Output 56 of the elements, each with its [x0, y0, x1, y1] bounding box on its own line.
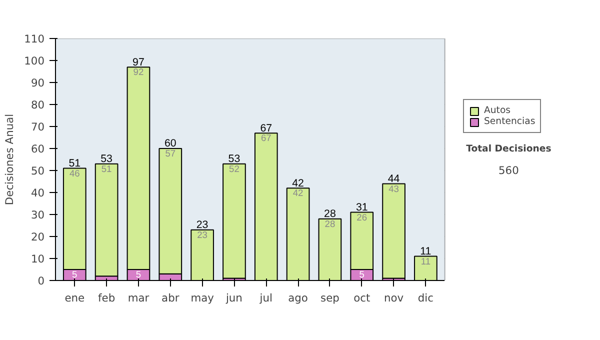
data-label: 52	[229, 164, 240, 174]
data-label: 5	[72, 270, 78, 280]
total-label: 67	[260, 122, 272, 134]
legend-label: Autos	[484, 105, 511, 116]
x-tick-label: oct	[354, 292, 370, 304]
x-tick-label: jul	[258, 292, 272, 304]
data-label: 11	[420, 256, 431, 266]
data-label: 43	[388, 184, 399, 194]
total-label: 42	[292, 177, 304, 190]
y-tick-label: 100	[24, 54, 45, 68]
x-tick-label: sep	[320, 292, 340, 304]
y-tick-label: 80	[30, 98, 45, 112]
text: Total Decisiones	[466, 144, 552, 155]
data-label: 28	[324, 219, 336, 229]
total-label: 53	[100, 153, 113, 166]
x-tick-label: abr	[162, 292, 180, 304]
data-label: 92	[133, 67, 144, 78]
x-tick-label: nov	[384, 292, 404, 304]
x-tick-label: feb	[98, 292, 116, 304]
y-tick-label: 90	[30, 76, 45, 90]
data-label: 46	[69, 168, 80, 178]
total-label: 53	[228, 153, 240, 166]
y-tick-label: 110	[24, 32, 45, 46]
total-label: 51	[68, 158, 81, 170]
data-label: 57	[165, 148, 176, 159]
y-tick-label: 30	[30, 208, 45, 222]
total-label: 23	[196, 219, 208, 232]
x-tick-label: dic	[418, 292, 434, 304]
y-tick-label: 50	[30, 164, 45, 178]
text: 560	[498, 164, 520, 178]
data-label: 5	[359, 270, 364, 280]
x-tick-label: mar	[128, 292, 150, 304]
total-label: 44	[388, 172, 400, 185]
total-label: 31	[356, 202, 368, 214]
legend-label: Sentencias	[484, 116, 536, 127]
data-label: 26	[356, 212, 368, 222]
total-label: 11	[420, 246, 432, 258]
y-tick-label: 0	[38, 274, 45, 288]
data-label: 67	[260, 133, 272, 144]
x-tick-label: jun	[224, 292, 242, 304]
total-label: 28	[324, 208, 336, 220]
y-tick-label: 10	[30, 252, 45, 266]
data-label: 42	[292, 188, 304, 198]
data-label: 51	[101, 164, 112, 174]
x-tick-label: ene	[64, 292, 85, 304]
total-label: 60	[164, 138, 176, 150]
x-tick-label: may	[190, 292, 214, 304]
y-tick-label: 60	[30, 142, 45, 156]
data-label: 23	[197, 230, 208, 240]
total-label: 97	[132, 56, 144, 68]
y-axis-title: Decisiones Anual	[3, 114, 16, 206]
y-tick-label: 70	[30, 120, 45, 134]
x-tick-label: ago	[288, 292, 308, 304]
y-tick-label: 40	[30, 186, 45, 200]
data-label: 5	[136, 270, 142, 280]
y-tick-label: 20	[30, 230, 45, 244]
